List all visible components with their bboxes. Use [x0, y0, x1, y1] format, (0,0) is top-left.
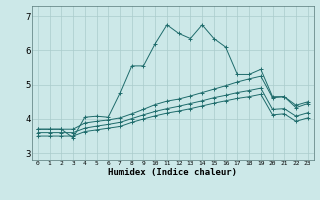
X-axis label: Humidex (Indice chaleur): Humidex (Indice chaleur) [108, 168, 237, 177]
